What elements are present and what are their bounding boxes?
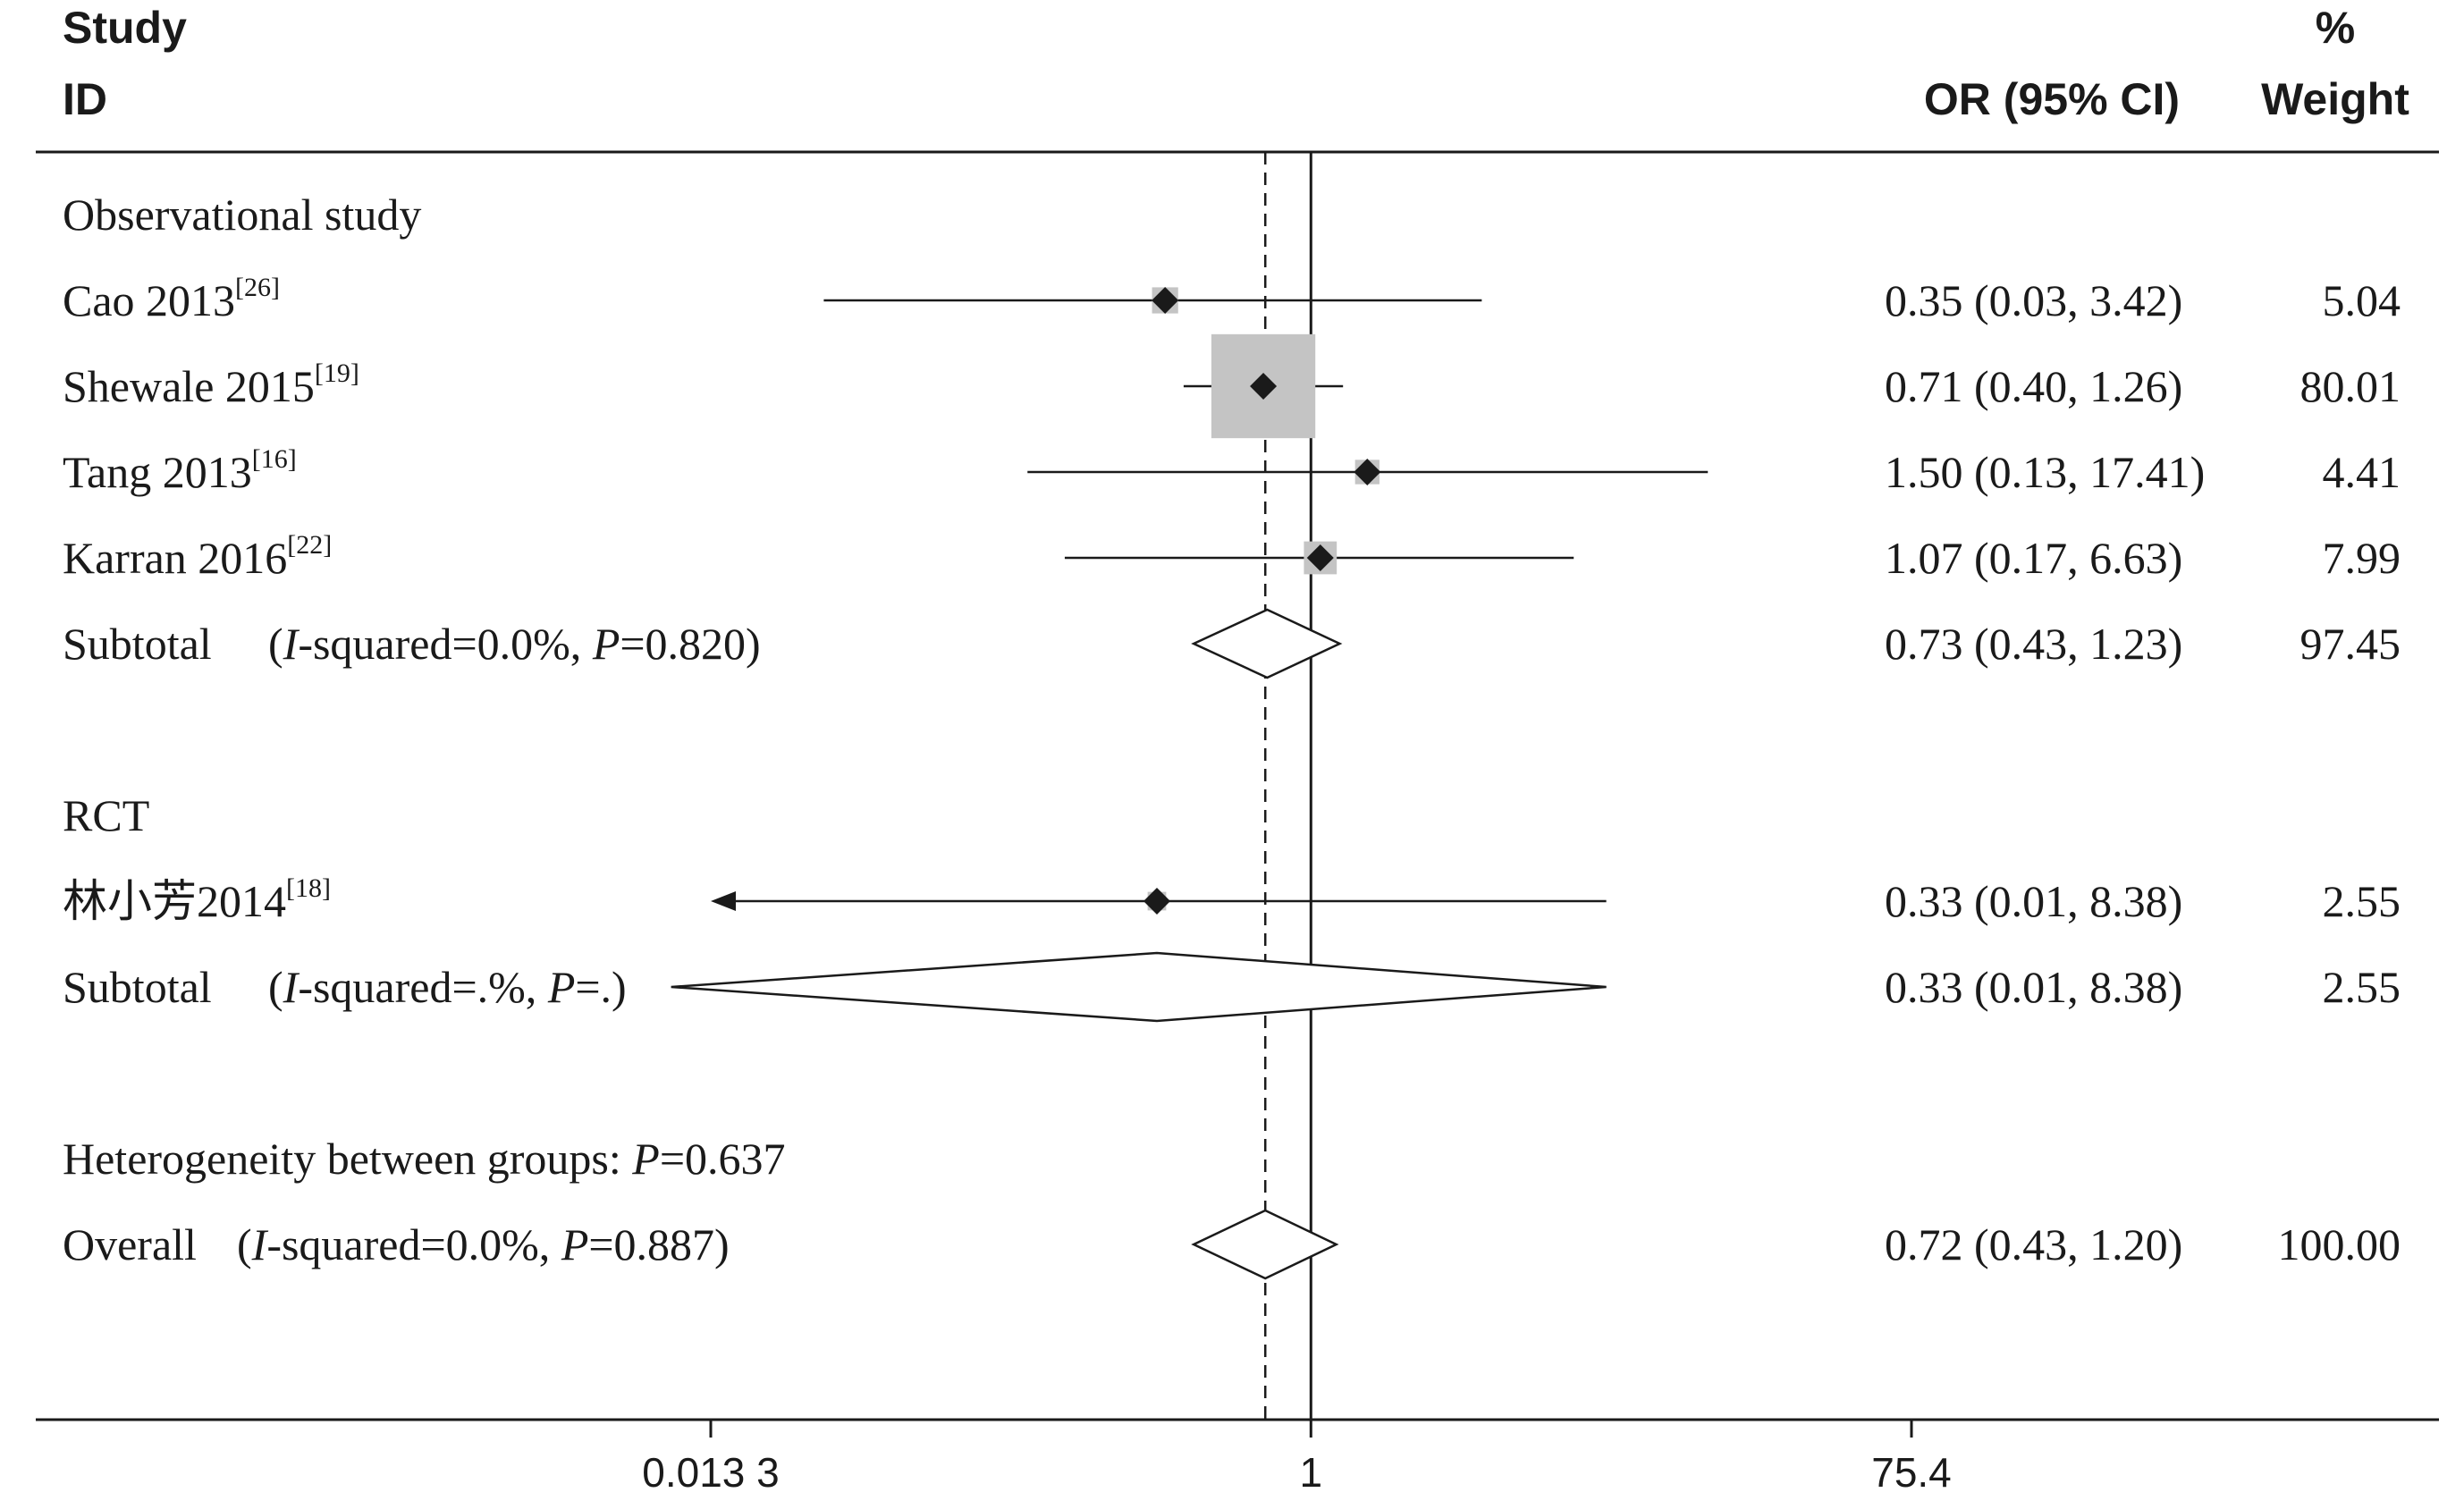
header-or-ci: OR (95% CI) xyxy=(1924,74,2180,124)
ci-arrow-left-8 xyxy=(711,891,736,911)
header-weight: Weight xyxy=(2261,74,2409,124)
weight-text-5: 97.45 xyxy=(2300,619,2401,669)
overall-stats-12-part-2: -squared=0.0%, xyxy=(266,1219,561,1269)
header-percent: % xyxy=(2316,3,2355,53)
point-estimate-1 xyxy=(1152,287,1179,314)
subtotal-stats-9-part-0: ( xyxy=(268,962,283,1012)
tick-label-1: 1 xyxy=(1299,1449,1322,1496)
overall-diamond-12 xyxy=(1191,1209,1339,1280)
point-estimate-4 xyxy=(1306,544,1334,571)
subtotal-stats-9-part-1: I xyxy=(283,962,300,1012)
study-ref-3: [16] xyxy=(252,444,297,474)
weight-text-3: 4.41 xyxy=(2323,447,2401,497)
subtotal-diamond-9 xyxy=(671,951,1607,1023)
weight-text-2: 80.01 xyxy=(2300,361,2401,411)
study-ref-1: [26] xyxy=(235,273,280,302)
plot-marks xyxy=(671,152,1709,1420)
header-study: Study xyxy=(63,3,187,53)
overall-label-12: Overall xyxy=(63,1219,197,1269)
point-estimate-3 xyxy=(1354,459,1381,485)
overall-stats-12-part-3: P xyxy=(561,1219,589,1269)
point-estimate-8 xyxy=(1143,888,1171,915)
heterogeneity-note-part-2: =0.637 xyxy=(660,1134,786,1184)
row-labels: Observational study Cao 2013[26] 0.35 (0.0… xyxy=(63,190,2401,1269)
subtotal-stats-9-part-3: P xyxy=(547,962,576,1012)
subtotal-label-5: Subtotal xyxy=(63,619,212,669)
ci-text-8: 0.33 (0.01, 8.38) xyxy=(1885,876,2182,926)
subtotal-label-9: Subtotal xyxy=(63,962,212,1012)
tick-label-0: 0.013 3 xyxy=(642,1449,779,1496)
group-label-7: RCT xyxy=(63,790,149,840)
study-ref-2: [19] xyxy=(315,358,359,388)
subtotal-stats-9-part-4: =.) xyxy=(575,962,626,1012)
header: Study ID OR (95% CI) % Weight xyxy=(63,3,2409,124)
x-axis-ticks: 0.013 3 1 75.4 xyxy=(642,1420,1952,1496)
overall-stats-12-part-1: I xyxy=(251,1219,269,1269)
weight-text-8: 2.55 xyxy=(2323,876,2401,926)
ci-text-4: 1.07 (0.17, 6.63) xyxy=(1885,533,2182,583)
subtotal-stats-5-part-2: -squared=0.0%, xyxy=(298,619,593,669)
ci-text-1: 0.35 (0.03, 3.42) xyxy=(1885,275,2182,325)
subtotal-stats-5-part-0: ( xyxy=(268,619,283,669)
study-label-2: Shewale 2015[19] xyxy=(63,358,359,411)
weight-text-9: 2.55 xyxy=(2323,962,2401,1012)
heterogeneity-note-part-0: Heterogeneity between groups: xyxy=(63,1134,632,1184)
group-label-0: Observational study xyxy=(63,190,421,240)
subtotal-stats-5-part-1: I xyxy=(283,619,300,669)
tick-label-2: 75.4 xyxy=(1871,1449,1952,1496)
overall-stats-12-part-4: =0.887) xyxy=(588,1219,729,1269)
header-id: ID xyxy=(63,74,107,124)
study-label-4: Karran 2016[22] xyxy=(63,530,332,583)
subtotal-stats-9-part-2: -squared=.%, xyxy=(298,962,548,1012)
overall-stats-12-part-0: ( xyxy=(237,1219,252,1269)
ci-text-3: 1.50 (0.13, 17.41) xyxy=(1885,447,2205,497)
ci-text-5: 0.73 (0.43, 1.23) xyxy=(1885,619,2182,669)
ci-text-2: 0.71 (0.40, 1.26) xyxy=(1885,361,2182,411)
weight-text-12: 100.00 xyxy=(2278,1219,2401,1269)
ci-text-9: 0.33 (0.01, 8.38) xyxy=(1885,962,2182,1012)
subtotal-stats-5-part-3: P xyxy=(592,619,620,669)
point-estimate-2 xyxy=(1250,373,1278,400)
overall-stats-12: (I-squared=0.0%, P=0.887) xyxy=(237,1219,730,1269)
weight-text-4: 7.99 xyxy=(2323,533,2401,583)
study-label-8: 林小芳2014[18] xyxy=(63,873,331,926)
heterogeneity-note-part-1: P xyxy=(631,1134,660,1184)
subtotal-stats-5-part-4: =0.820) xyxy=(620,619,760,669)
study-ref-4: [22] xyxy=(287,530,332,560)
study-label-1: Cao 2013[26] xyxy=(63,273,280,325)
weight-text-1: 5.04 xyxy=(2323,275,2401,325)
study-ref-8: [18] xyxy=(286,873,331,903)
subtotal-diamond-5 xyxy=(1191,608,1343,679)
heterogeneity-note: Heterogeneity between groups: P=0.637 xyxy=(63,1134,786,1184)
subtotal-stats-9: (I-squared=.%, P=.) xyxy=(268,962,627,1012)
subtotal-stats-5: (I-squared=0.0%, P=0.820) xyxy=(268,619,761,669)
ci-text-12: 0.72 (0.43, 1.20) xyxy=(1885,1219,2182,1269)
study-label-3: Tang 2013[16] xyxy=(63,444,297,497)
